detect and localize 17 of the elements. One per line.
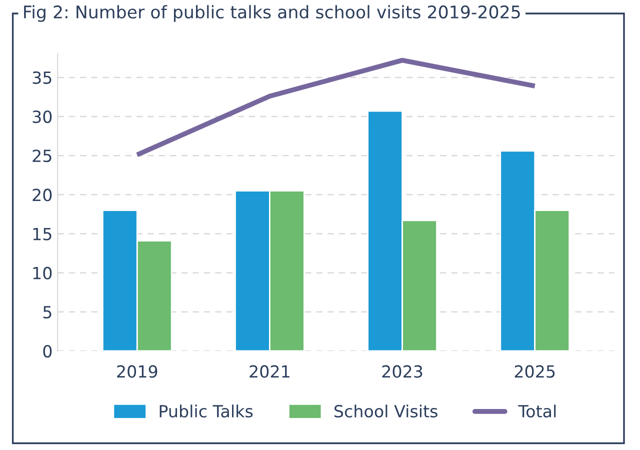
y-tick-label: 25	[32, 150, 52, 162]
legend-label: School Visits	[334, 404, 438, 418]
y-tick-label: 20	[32, 188, 52, 202]
chart-title: Fig 2: Number of public talks and school visits 2019-2025	[24, 5, 520, 22]
y-tick-label: 10	[33, 266, 52, 280]
y-tick-label: 35	[32, 71, 52, 84]
y-tick-label: 30	[32, 110, 52, 124]
legend-label: Public Talks	[160, 404, 253, 418]
y-tick-label: 0	[43, 344, 52, 358]
line-series	[134, 58, 538, 158]
y-tick-label: 15	[33, 228, 52, 240]
x-tick-label: 2023	[382, 365, 422, 378]
x-tick-label: 2019	[117, 365, 158, 378]
x-tick-label: 2021	[250, 365, 290, 378]
legend-label: Total	[518, 404, 556, 418]
y-tick-label: 5	[43, 306, 52, 318]
x-tick-label: 2025	[514, 365, 555, 378]
